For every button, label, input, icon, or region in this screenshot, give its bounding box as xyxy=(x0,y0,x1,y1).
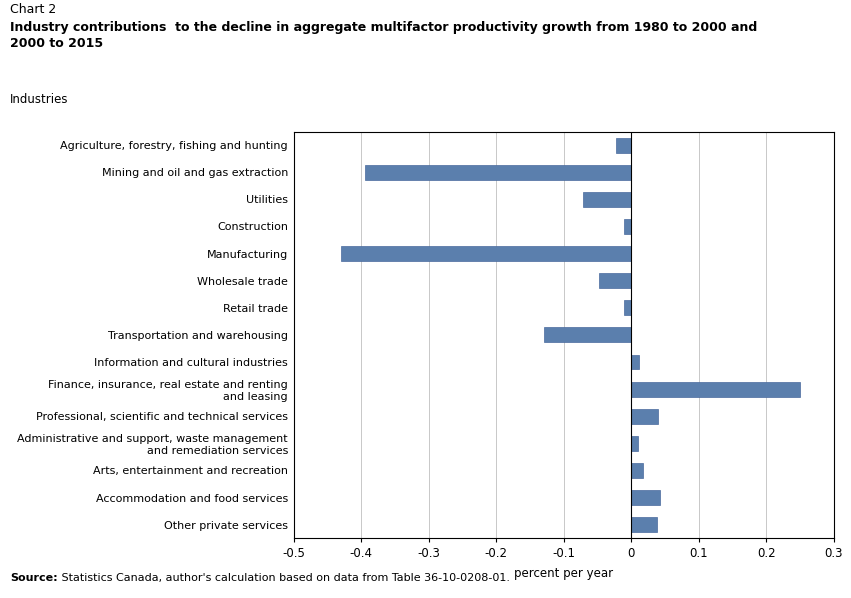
Bar xyxy=(631,409,659,423)
Bar xyxy=(631,490,660,505)
Bar xyxy=(631,517,657,532)
Bar xyxy=(583,192,631,207)
X-axis label: percent per year: percent per year xyxy=(514,567,614,580)
Bar xyxy=(631,382,800,396)
Bar xyxy=(599,273,631,288)
Bar xyxy=(631,355,639,370)
Bar xyxy=(616,138,631,152)
Bar xyxy=(544,328,631,342)
Text: Industries: Industries xyxy=(10,93,69,106)
Text: Source:: Source: xyxy=(10,573,58,583)
Bar xyxy=(624,300,631,315)
Bar xyxy=(631,463,643,478)
Bar xyxy=(624,219,631,234)
Bar xyxy=(341,246,631,261)
Bar xyxy=(364,165,631,179)
Text: Chart 2: Chart 2 xyxy=(10,3,56,16)
Bar xyxy=(631,436,638,451)
Text: Industry contributions  to the decline in aggregate multifactor productivity gro: Industry contributions to the decline in… xyxy=(10,21,757,50)
Text: Statistics Canada, author's calculation based on data from Table 36-10-0208-01.: Statistics Canada, author's calculation … xyxy=(58,573,510,583)
